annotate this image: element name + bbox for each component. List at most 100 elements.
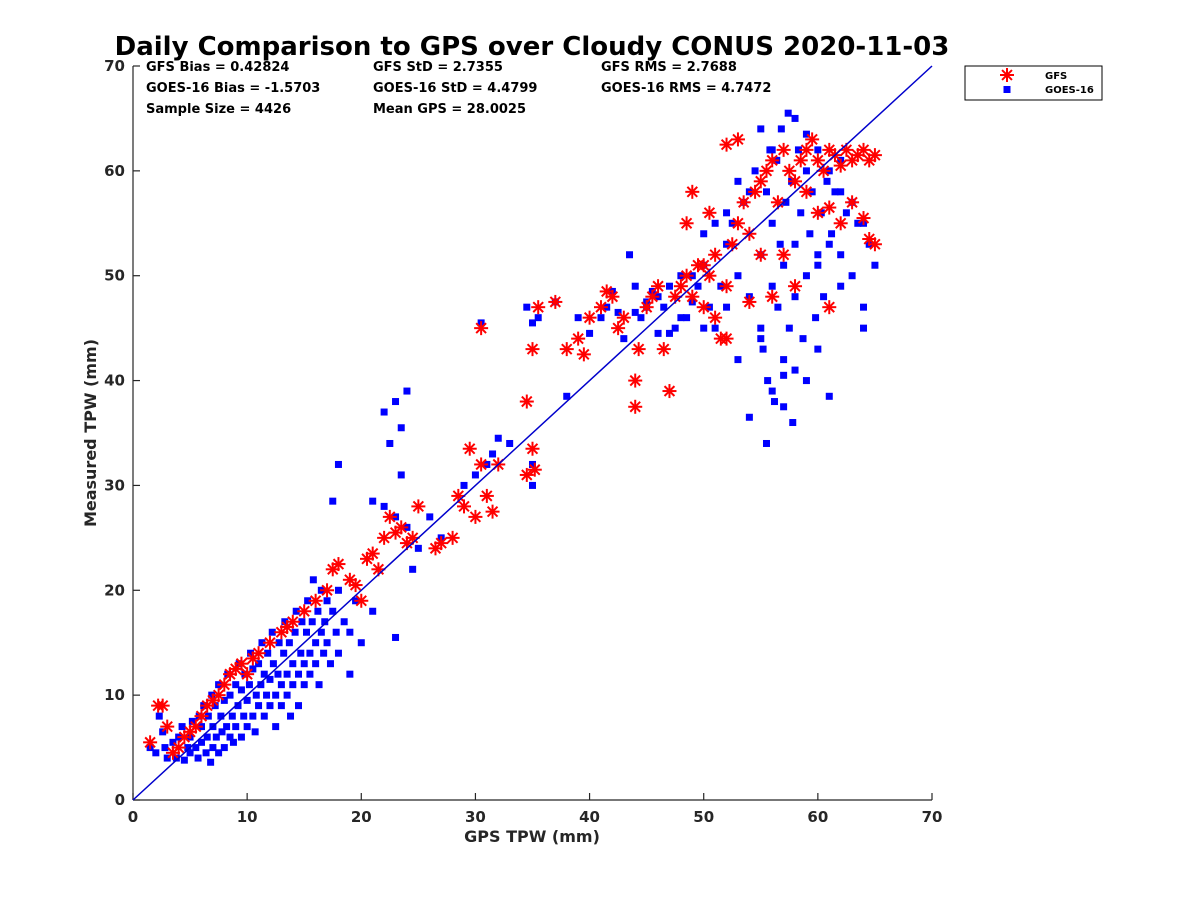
goes16-point — [506, 439, 514, 447]
goes16-point — [260, 670, 268, 678]
y-tick-label: 60 — [104, 162, 125, 180]
goes16-point — [215, 749, 223, 757]
goes16-point — [797, 209, 805, 217]
goes16-point — [234, 702, 242, 710]
goes16-point — [780, 371, 788, 379]
gfs-point — [845, 195, 860, 210]
goes16-point — [757, 125, 765, 133]
gfs-point — [702, 205, 717, 220]
gfs-point — [742, 294, 757, 309]
gfs-point — [571, 331, 586, 346]
gfs-point — [462, 441, 477, 456]
gfs-point — [320, 583, 335, 598]
goes16-point — [802, 167, 810, 175]
gfs-point — [639, 300, 654, 315]
x-tick-label: 40 — [579, 808, 600, 826]
legend: GFS GOES-16 — [964, 65, 1103, 101]
gfs-point — [559, 342, 574, 357]
x-tick-label: 70 — [922, 808, 943, 826]
goes16-point — [334, 649, 342, 657]
goes16-point — [848, 272, 856, 280]
gfs-point — [793, 153, 808, 168]
gfs-point — [679, 216, 694, 231]
goes16-point — [217, 712, 225, 720]
goes16-point — [283, 691, 291, 699]
goes16-point — [631, 282, 639, 290]
series-goes16 — [146, 109, 879, 766]
goes16-point — [711, 219, 719, 227]
gfs-point — [143, 735, 158, 750]
goes16-point — [289, 660, 297, 668]
gfs-point — [240, 667, 255, 682]
goes16-point — [218, 728, 226, 736]
goes16-point — [770, 398, 778, 406]
goes16-point — [289, 681, 297, 689]
goes16-point — [207, 758, 215, 766]
goes16-point — [315, 681, 323, 689]
gfs-point — [348, 578, 363, 593]
goes16-point — [300, 681, 308, 689]
gfs-point — [479, 488, 494, 503]
gfs-point — [611, 321, 626, 336]
goes16-point — [745, 413, 753, 421]
goes16-point — [323, 639, 331, 647]
goes16-point — [397, 471, 405, 479]
goes16-point — [597, 314, 605, 322]
goes16-point — [334, 460, 342, 468]
goes16-point — [814, 261, 822, 269]
goes16-point — [871, 261, 879, 269]
goes16-point — [306, 670, 314, 678]
gfs-point — [753, 174, 768, 189]
goes16-point — [791, 293, 799, 301]
goes16-point — [784, 109, 792, 117]
goes16-point — [397, 424, 405, 432]
goes16-point — [831, 188, 839, 196]
goes16-point — [563, 392, 571, 400]
goes16-point — [768, 146, 776, 154]
goes16-point — [346, 628, 354, 636]
y-axis-label: Measured TPW (mm) — [81, 339, 100, 527]
y-tick-label: 0 — [115, 791, 125, 809]
goes16-point — [334, 586, 342, 594]
goes16-point — [272, 723, 280, 731]
goes16-point — [734, 177, 742, 185]
goes16-point — [178, 723, 186, 731]
goes16-point — [392, 398, 400, 406]
x-tick-label: 30 — [465, 808, 486, 826]
gfs-point — [656, 342, 671, 357]
goes16-point — [759, 345, 767, 353]
goes16-point — [802, 272, 810, 280]
goes16-point — [637, 314, 645, 322]
gfs-point — [445, 530, 460, 545]
gfs-point — [645, 289, 660, 304]
gfs-point — [605, 289, 620, 304]
legend-gfs-label: GFS — [1045, 71, 1067, 82]
goes16-point — [249, 665, 257, 673]
gfs-point — [856, 142, 871, 157]
gfs-point — [631, 342, 646, 357]
goes16-point — [300, 660, 308, 668]
goes16-point — [312, 639, 320, 647]
goes16-point — [255, 702, 263, 710]
goes16-point — [264, 649, 272, 657]
x-tick-label: 0 — [128, 808, 138, 826]
gfs-point — [788, 174, 803, 189]
gfs-point — [582, 310, 597, 325]
goes16-point — [277, 681, 285, 689]
gfs-point — [434, 536, 449, 551]
series-gfs — [143, 132, 882, 760]
gfs-point — [867, 237, 882, 252]
gfs-point — [867, 148, 882, 163]
stat-goes-bias: GOES-16 Bias = -1.5703 — [146, 81, 320, 96]
goes16-point — [268, 628, 276, 636]
gfs-point — [765, 289, 780, 304]
one-to-one-line — [132, 65, 933, 801]
gfs-point — [519, 394, 534, 409]
goes16-point — [574, 314, 582, 322]
goes16-point — [203, 733, 211, 741]
goes16-point — [184, 744, 192, 752]
goes16-point — [677, 314, 685, 322]
goes16-point — [828, 230, 836, 238]
gfs-point — [308, 593, 323, 608]
gfs-point — [468, 509, 483, 524]
